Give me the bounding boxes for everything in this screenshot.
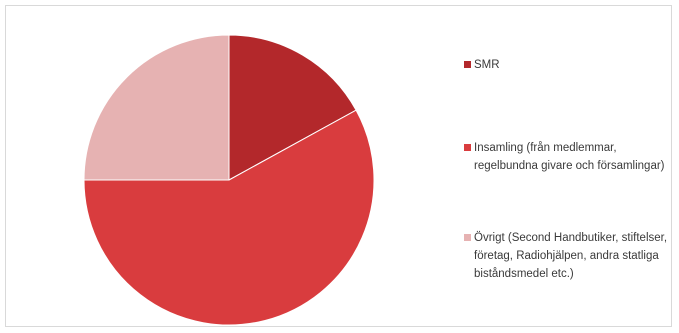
pie-slice-ovrigt (83, 34, 230, 181)
legend-item-ovrigt: Övrigt (Second Handbutiker, stiftelser, … (464, 229, 674, 283)
pie-slice-smr (228, 34, 357, 181)
legend-swatch-insamling (464, 144, 471, 151)
legend-swatch-ovrigt (464, 234, 471, 241)
legend-item-smr: SMR (464, 56, 674, 74)
pie-slice-insamling (83, 109, 375, 326)
chart-frame: SMR Insamling (från medlemmar, regelbund… (5, 5, 672, 327)
legend-swatch-smr (464, 61, 471, 68)
pie-chart (83, 34, 375, 326)
legend-item-insamling: Insamling (från medlemmar, regelbundna g… (464, 139, 674, 175)
legend-label-ovrigt: Övrigt (Second Handbutiker, stiftelser, … (474, 232, 668, 280)
legend-label-smr: SMR (474, 59, 500, 71)
legend-label-insamling: Insamling (från medlemmar, regelbundna g… (474, 142, 665, 172)
